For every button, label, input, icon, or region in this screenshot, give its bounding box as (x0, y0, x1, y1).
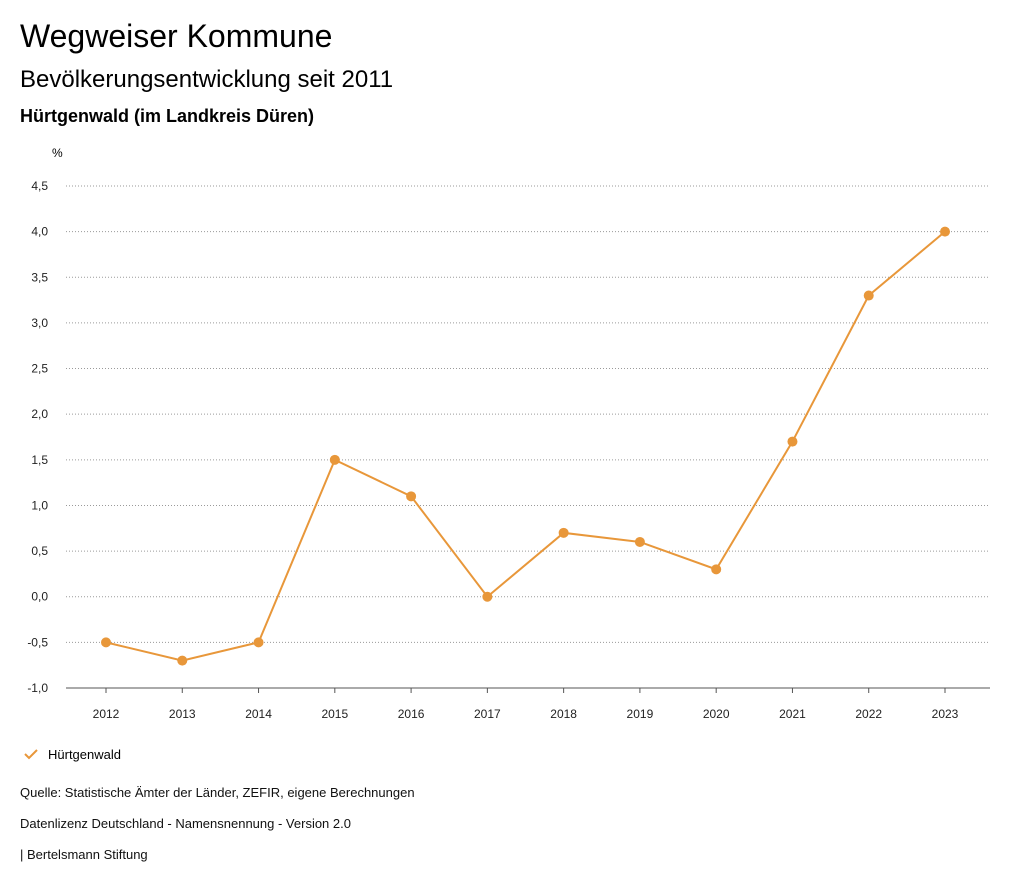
y-tick-label: 2,0 (31, 407, 48, 421)
source-note: Quelle: Statistische Ämter der Länder, Z… (20, 785, 415, 800)
y-tick-label: 3,5 (31, 270, 48, 284)
x-tick-label: 2021 (779, 707, 806, 721)
x-tick-label: 2018 (550, 707, 577, 721)
x-tick-label: 2012 (93, 707, 120, 721)
x-tick-label: 2013 (169, 707, 196, 721)
series-layer (101, 226, 950, 666)
y-tick-label: -1,0 (27, 681, 48, 695)
x-tick-label: 2020 (703, 707, 730, 721)
data-point (558, 527, 569, 538)
publisher-note: | Bertelsmann Stiftung (20, 847, 148, 862)
data-point (482, 591, 493, 602)
y-tick-label: 4,0 (31, 225, 48, 239)
y-tick-label: 0,5 (31, 544, 48, 558)
data-point (787, 436, 798, 447)
license-note: Datenlizenz Deutschland - Namensnennung … (20, 816, 351, 831)
x-tick-label: 2014 (245, 707, 272, 721)
x-tick-label: 2017 (474, 707, 501, 721)
series-line (105, 230, 946, 662)
check-icon (24, 749, 38, 760)
region-label: Hürtgenwald (im Landkreis Düren) (20, 106, 315, 126)
data-point (101, 637, 111, 648)
y-axis-unit: % (52, 146, 63, 160)
line-chart: 4,5 4,0 3,5 3,0 2,5 2,0 1,5 1,0 0,5 0,0 -0,5 -1,0 2… (27, 179, 990, 721)
y-tick-label: 4,5 (31, 179, 48, 193)
y-tick-label: 0,0 (31, 590, 48, 604)
y-tick-label: 3,0 (31, 316, 48, 330)
x-tick-label: 2023 (932, 707, 959, 721)
x-tick-label: 2015 (321, 707, 348, 721)
data-point (940, 226, 950, 237)
data-point (329, 454, 340, 465)
data-point (406, 491, 417, 502)
data-point (711, 564, 722, 575)
data-point (863, 290, 874, 301)
data-point (177, 655, 188, 666)
y-tick-label: -0,5 (27, 635, 48, 649)
y-tick-label: 2,5 (31, 362, 48, 376)
data-point (634, 536, 645, 547)
chart-subtitle: Bevölkerungsentwicklung seit 2011 (20, 66, 394, 93)
data-point (253, 637, 264, 648)
x-axis: 2012 2013 2014 2015 2016 2017 2018 2019 2020 2021… (66, 687, 990, 721)
y-tick-label: 1,5 (31, 453, 48, 467)
y-axis-ticks: 4,5 4,0 3,5 3,0 2,5 2,0 1,5 1,0 0,5 0,0 -0,5 -1,0 (27, 179, 48, 695)
x-tick-label: 2019 (627, 707, 654, 721)
legend-label: Hürtgenwald (48, 746, 121, 762)
legend[interactable]: Hürtgenwald (22, 745, 121, 763)
grid-lines (66, 185, 990, 689)
x-tick-label: 2016 (398, 707, 425, 721)
chart-title: Wegweiser Kommune (20, 18, 333, 54)
x-tick-label: 2022 (855, 707, 882, 721)
y-tick-label: 1,0 (31, 498, 48, 512)
